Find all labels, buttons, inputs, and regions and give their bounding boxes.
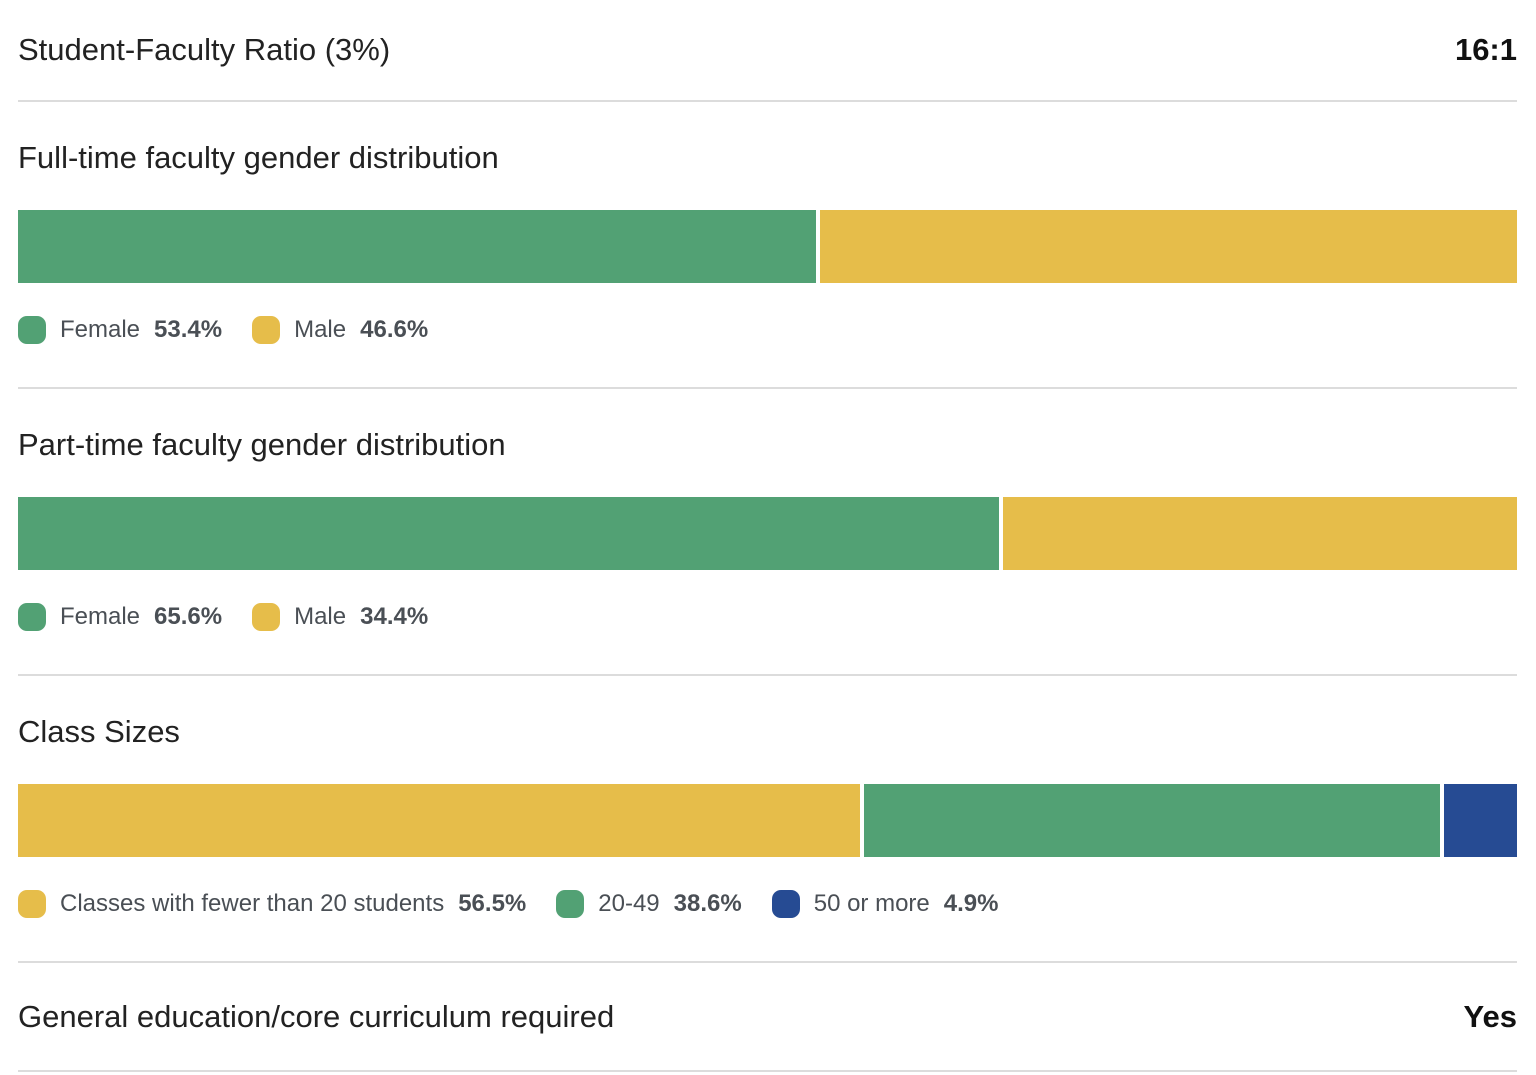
- legend-item: 20-49 38.6%: [556, 890, 742, 918]
- parttime-gender-title: Part-time faculty gender distribution: [18, 427, 506, 462]
- class-sizes-section: Class Sizes Classes with fewer than 20 s…: [18, 676, 1518, 963]
- general-education-row: General education/core curriculum requir…: [18, 963, 1517, 1072]
- class-sizes-legend: Classes with fewer than 20 students 56.5%…: [18, 888, 1028, 920]
- legend-swatch: [18, 890, 46, 918]
- classsizes-bar-segment-20-49: [860, 784, 1440, 857]
- legend-percentage: 56.5%: [458, 890, 527, 917]
- legend-percentage: 38.6%: [673, 890, 742, 917]
- legend-label: Male: [294, 316, 347, 343]
- legend-label: 50 or more: [813, 890, 930, 917]
- legend-label: Female: [60, 603, 141, 630]
- legend-percentage: 4.9%: [943, 890, 999, 917]
- legend-swatch: [18, 603, 46, 631]
- legend-percentage: 65.6%: [154, 603, 223, 630]
- fulltime-gender-title: Full-time faculty gender distribution: [18, 140, 499, 175]
- legend-swatch: [252, 603, 281, 631]
- class-sizes-title: Class Sizes: [18, 714, 180, 749]
- legend-percentage: 34.4%: [360, 603, 429, 630]
- student-faculty-ratio-value: 16:1: [1454, 32, 1517, 67]
- faculty-stats-panel: Student-Faculty Ratio (3%) 16:1 Full-tim…: [18, 0, 1518, 1072]
- legend-item: Female 65.6%: [18, 603, 222, 631]
- classsizes-bar-segment-50-or-more: [1439, 784, 1518, 857]
- parttime-gender-legend: Female 65.6% Male 34.4%: [18, 601, 458, 633]
- legend-label: 20-49: [598, 890, 660, 917]
- legend-percentage: 53.4%: [154, 316, 223, 343]
- classsizes-bar-segment-classes-with-fewer-than-20-students: [18, 784, 861, 857]
- fulltime-gender-section: Full-time faculty gender distribution Fe…: [18, 102, 1517, 389]
- legend-swatch: [252, 316, 281, 344]
- class-sizes-bar: [18, 784, 1518, 857]
- student-faculty-ratio-label: Student-Faculty Ratio (3%): [18, 32, 391, 67]
- fulltime-gender-legend: Female 53.4% Male 46.6%: [18, 314, 458, 346]
- parttime-bar-segment-male: [998, 497, 1517, 570]
- legend-item: Male 46.6%: [252, 316, 428, 344]
- fulltime-bar-segment-male: [816, 210, 1517, 283]
- legend-item: 50 or more 4.9%: [771, 890, 999, 918]
- fulltime-bar-segment-female: [18, 210, 817, 283]
- legend-item: Classes with fewer than 20 students 56.5%: [18, 890, 526, 918]
- legend-item: Male 34.4%: [252, 603, 428, 631]
- parttime-gender-bar: [18, 497, 1517, 570]
- parttime-bar-segment-female: [18, 497, 999, 570]
- student-faculty-ratio-row: Student-Faculty Ratio (3%) 16:1: [18, 0, 1517, 102]
- general-education-label: General education/core curriculum requir…: [18, 998, 615, 1034]
- fulltime-gender-bar: [18, 210, 1517, 283]
- legend-swatch: [18, 316, 46, 344]
- legend-label: Male: [294, 603, 347, 630]
- legend-percentage: 46.6%: [360, 316, 429, 343]
- legend-label: Classes with fewer than 20 students: [60, 890, 445, 917]
- general-education-value: Yes: [1463, 998, 1517, 1034]
- legend-item: Female 53.4%: [18, 316, 222, 344]
- legend-swatch: [556, 890, 585, 918]
- legend-label: Female: [60, 316, 141, 343]
- legend-swatch: [771, 890, 800, 918]
- parttime-gender-section: Part-time faculty gender distribution Fe…: [18, 389, 1517, 676]
